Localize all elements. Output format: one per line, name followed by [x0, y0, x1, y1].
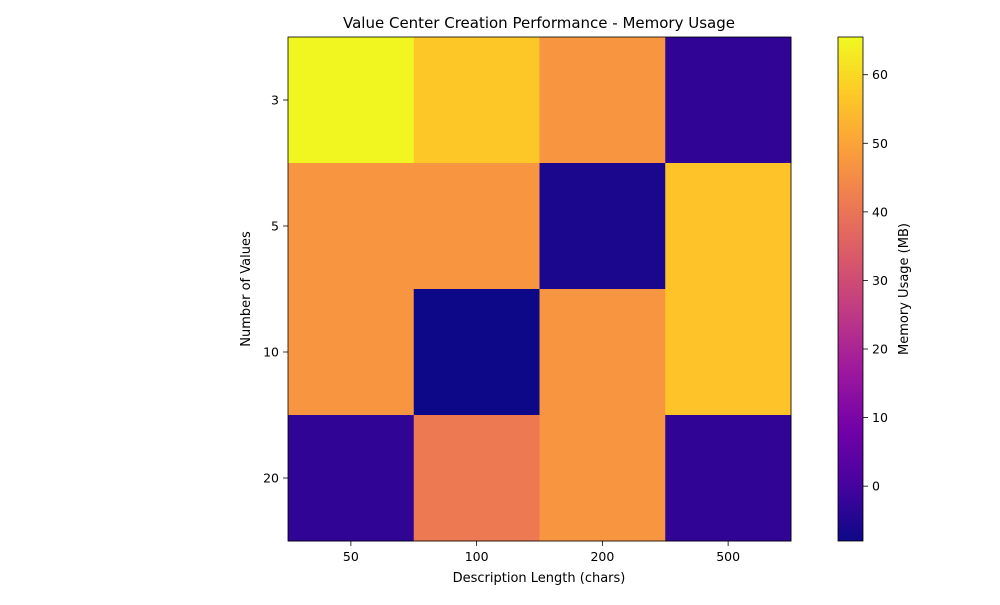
heatmap-cell-r1-c3	[665, 163, 792, 290]
colorbar-tick-label: 0	[872, 479, 880, 494]
colorbar-tick-label: 60	[872, 67, 888, 82]
heatmap-cell-r0-c3	[665, 37, 792, 164]
heatmap-cell-r2-c0	[288, 289, 415, 416]
heatmap-cell-r3-c1	[413, 415, 540, 542]
heatmap-cells	[288, 37, 792, 542]
colorbar-tick-label: 30	[872, 273, 888, 288]
y-tick-label: 3	[271, 93, 279, 108]
y-axis-ticks: 3 5 10 20	[263, 93, 288, 486]
colorbar-tick-label: 10	[872, 410, 888, 425]
heatmap-cell-r1-c2	[539, 163, 666, 290]
colorbar	[837, 36, 864, 542]
colorbar-tick-label: 40	[872, 204, 888, 219]
colorbar-ticks: 0 10 20 30 40 50 60	[863, 67, 888, 494]
heatmap-cell-r0-c2	[539, 37, 666, 164]
x-tick-label: 50	[343, 549, 359, 564]
x-axis-ticks: 50 100 200 500	[343, 541, 740, 564]
x-tick-label: 500	[716, 549, 740, 564]
heatmap-cell-r0-c0	[288, 37, 415, 164]
colorbar-tick-label: 50	[872, 136, 888, 151]
y-axis-label: Number of Values	[239, 231, 254, 347]
heatmap-cell-r2-c3	[665, 289, 792, 416]
heatmap-cell-r2-c2	[539, 289, 666, 416]
heatmap-cell-r3-c0	[288, 415, 415, 542]
chart-title: Value Center Creation Performance - Memo…	[343, 14, 735, 32]
y-tick-label: 20	[263, 471, 279, 486]
colorbar-label: Memory Usage (MB)	[897, 223, 912, 355]
y-tick-label: 5	[271, 219, 279, 234]
colorbar-tick-label: 20	[872, 342, 888, 357]
heatmap-cell-r1-c1	[413, 163, 540, 290]
x-tick-label: 200	[590, 549, 614, 564]
x-tick-label: 100	[465, 549, 489, 564]
plot-frame	[287, 36, 792, 542]
heatmap-cell-r2-c1	[413, 289, 540, 416]
heatmap-cell-r3-c2	[539, 415, 666, 542]
y-tick-label: 10	[263, 345, 279, 360]
heatmap-cell-r0-c1	[413, 37, 540, 164]
x-axis-label: Description Length (chars)	[453, 571, 626, 586]
heatmap-cell-r3-c3	[665, 415, 792, 542]
heatmap-cell-r1-c0	[288, 163, 415, 290]
